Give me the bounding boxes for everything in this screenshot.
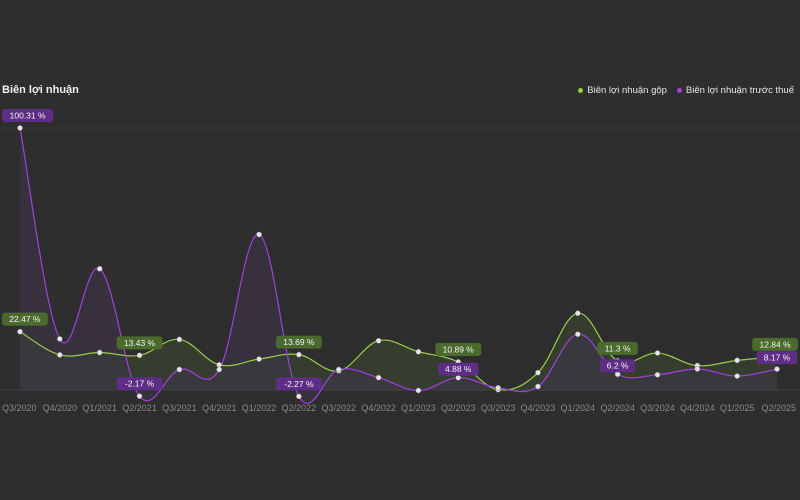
point-pretax-margin-q1-2021 xyxy=(96,265,103,272)
point-gross-margin-q4-2023 xyxy=(535,369,541,376)
point-pretax-margin-q3-2022 xyxy=(335,366,342,373)
point-pretax-margin-q4-2024 xyxy=(694,366,701,372)
svg-text:22.47 %: 22.47 % xyxy=(9,314,41,324)
svg-text:13.69 %: 13.69 % xyxy=(283,337,315,347)
x-tick-label-q1-2022: Q1/2022 xyxy=(242,403,277,413)
svg-text:100.31 %: 100.31 % xyxy=(10,111,46,121)
x-tick-label-q2-2022: Q2/2022 xyxy=(282,403,317,413)
legend: Biên lợi nhuận gộp Biên lợi nhuận trước … xyxy=(578,85,794,96)
point-pretax-margin-q4-2022 xyxy=(375,374,382,381)
data-label-gross-margin-q3-2020: 22.47 % xyxy=(2,312,48,326)
x-tick-label-q4-2022: Q4/2022 xyxy=(361,403,396,413)
x-tick-label-q3-2023: Q3/2023 xyxy=(481,403,516,413)
point-pretax-margin-q2-2025 xyxy=(774,366,780,372)
point-pretax-margin-q3-2020 xyxy=(17,125,23,131)
svg-text:-2.17 %: -2.17 % xyxy=(125,379,155,389)
legend-item-gross-margin[interactable]: Biên lợi nhuận gộp xyxy=(578,85,667,96)
point-pretax-margin-q2-2022 xyxy=(296,393,302,400)
data-label-gross-margin-q2-2022: 13.69 % xyxy=(275,335,322,349)
x-tick-label-q2-2025: Q2/2025 xyxy=(761,403,796,413)
x-tick-label-q1-2023: Q1/2023 xyxy=(401,403,436,413)
legend-item-pretax-margin[interactable]: Biên lợi nhuận trước thuế xyxy=(676,85,794,96)
x-tick-label-q3-2020: Q3/2020 xyxy=(2,403,37,413)
point-pretax-margin-q3-2021 xyxy=(176,366,183,373)
legend-label-gross-margin: Biên lợi nhuận gộp xyxy=(587,85,667,96)
line-gross-margin xyxy=(19,312,778,391)
point-pretax-margin-q1-2025 xyxy=(734,373,741,379)
svg-text:13.43 %: 13.43 % xyxy=(124,338,156,348)
chart-title: Biên lợi nhuận xyxy=(2,84,79,96)
point-pretax-margin-q4-2023 xyxy=(535,383,541,390)
point-pretax-margin-q2-2023 xyxy=(455,374,462,381)
point-gross-margin-q1-2022 xyxy=(256,356,262,362)
data-label-gross-margin-q2-2025: 12.84 % xyxy=(752,337,798,351)
x-tick-label-q2-2023: Q2/2023 xyxy=(441,403,476,413)
point-gross-margin-q4-2020 xyxy=(56,352,63,358)
x-tick-label-q4-2021: Q4/2021 xyxy=(202,403,237,413)
x-tick-label-q4-2020: Q4/2020 xyxy=(43,403,78,413)
point-pretax-margin-q3-2024 xyxy=(654,371,661,378)
point-pretax-margin-q1-2023 xyxy=(415,387,422,394)
point-gross-margin-q2-2022 xyxy=(296,351,302,358)
point-gross-margin-q1-2023 xyxy=(415,348,422,355)
x-tick-label-q3-2022: Q3/2022 xyxy=(321,403,356,413)
point-gross-margin-q2-2021 xyxy=(136,352,143,359)
point-gross-margin-q4-2022 xyxy=(375,337,382,344)
data-label-gross-margin-q2-2021: 13.43 % xyxy=(116,336,163,350)
data-label-pretax-margin-q2-2022: -2.27 % xyxy=(275,377,322,391)
data-label-pretax-margin-q3-2020: 100.31 % xyxy=(2,109,54,122)
point-pretax-margin-q1-2024 xyxy=(574,331,581,338)
x-tick-label-q1-2025: Q1/2025 xyxy=(720,403,755,413)
point-pretax-margin-q2-2021 xyxy=(136,393,143,399)
area-pretax-margin xyxy=(20,128,777,404)
point-gross-margin-q1-2024 xyxy=(574,310,581,317)
x-tick-label-q3-2021: Q3/2021 xyxy=(162,403,197,413)
point-pretax-margin-q2-2024 xyxy=(614,371,621,378)
x-tick-label-q1-2021: Q1/2021 xyxy=(82,403,117,413)
x-tick-label-q4-2023: Q4/2023 xyxy=(521,403,556,413)
point-gross-margin-q1-2025 xyxy=(734,357,741,364)
svg-text:6.2 %: 6.2 % xyxy=(607,361,629,371)
x-tick-label-q1-2024: Q1/2024 xyxy=(561,403,596,413)
point-pretax-margin-q3-2023 xyxy=(495,384,501,391)
point-gross-margin-q3-2020 xyxy=(17,328,23,335)
legend-dot-pretax-margin xyxy=(676,88,682,93)
svg-text:4.88 %: 4.88 % xyxy=(445,364,472,374)
legend-dot-gross-margin xyxy=(578,88,584,93)
x-tick-label-q4-2024: Q4/2024 xyxy=(680,403,715,413)
data-label-gross-margin-q2-2023: 10.89 % xyxy=(435,342,482,356)
x-tick-label-q3-2024: Q3/2024 xyxy=(640,403,675,413)
point-pretax-margin-q1-2022 xyxy=(256,231,262,238)
point-gross-margin-q3-2024 xyxy=(654,350,661,356)
data-label-pretax-margin-q2-2024: 6.2 % xyxy=(600,359,636,373)
point-gross-margin-q4-2021 xyxy=(216,361,223,368)
svg-text:8.17 %: 8.17 % xyxy=(764,353,791,363)
svg-text:10.89 %: 10.89 % xyxy=(443,344,475,354)
svg-text:12.84 %: 12.84 % xyxy=(759,339,791,349)
point-gross-margin-q1-2021 xyxy=(96,349,103,356)
x-tick-label-q2-2021: Q2/2021 xyxy=(122,403,157,413)
data-label-gross-margin-q2-2024: 11.3 % xyxy=(597,341,638,355)
point-gross-margin-q3-2021 xyxy=(176,336,183,343)
svg-text:-2.27 %: -2.27 % xyxy=(284,379,314,389)
svg-text:11.3 %: 11.3 % xyxy=(605,343,631,353)
data-label-pretax-margin-q2-2025: 8.17 % xyxy=(756,351,798,365)
point-pretax-margin-q4-2020 xyxy=(56,336,63,342)
data-label-pretax-margin-q2-2021: -2.17 % xyxy=(116,377,163,391)
point-pretax-margin-q4-2021 xyxy=(216,366,223,373)
data-label-pretax-margin-q2-2023: 4.88 % xyxy=(438,362,479,376)
x-tick-label-q2-2024: Q2/2024 xyxy=(600,403,635,413)
legend-label-pretax-margin: Biên lợi nhuận trước thuế xyxy=(685,85,794,96)
